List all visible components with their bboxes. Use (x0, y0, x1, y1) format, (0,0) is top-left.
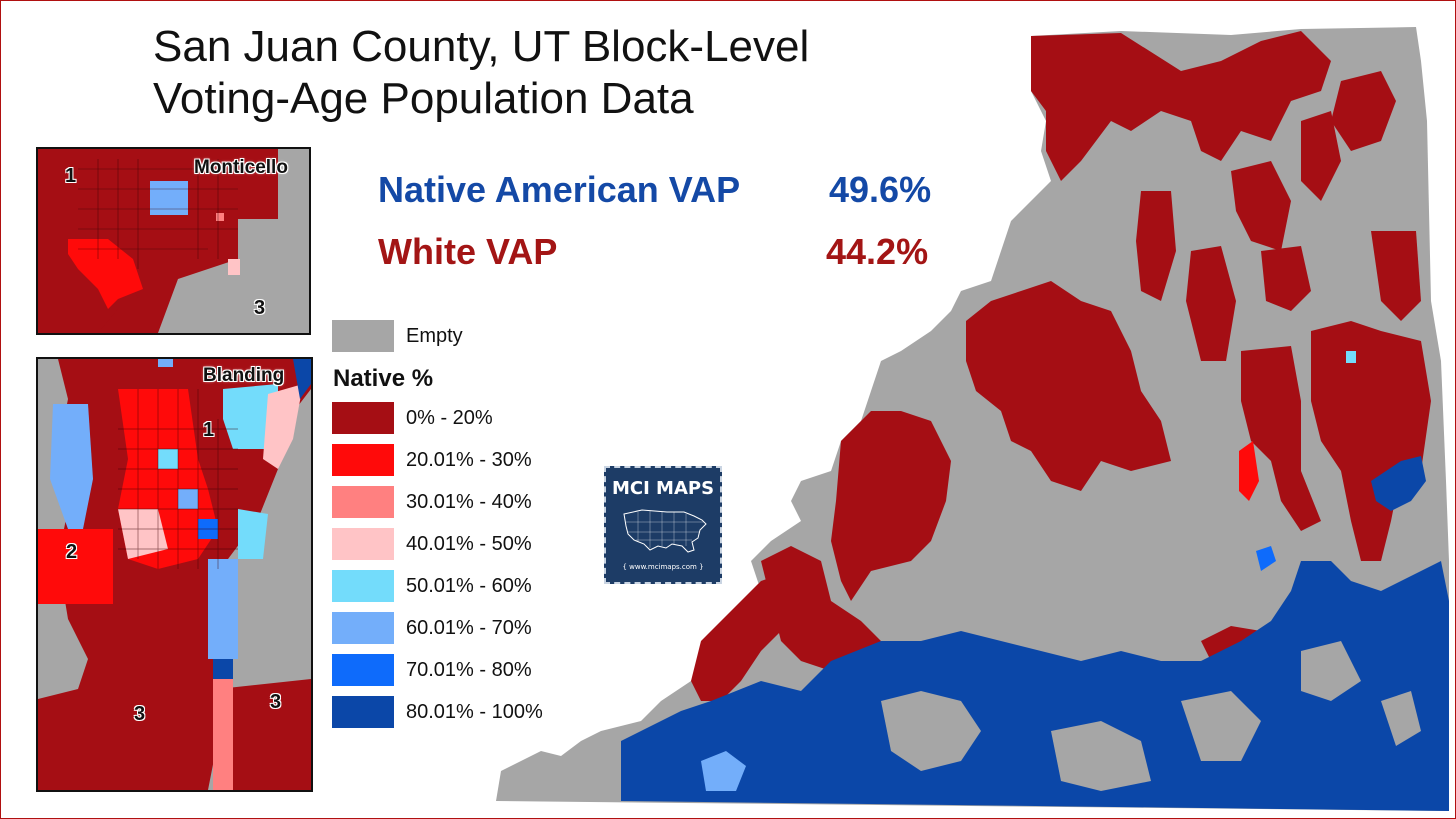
monticello-label: Monticello (194, 157, 288, 178)
blanding-inset-map: Blanding 1 2 3 3 (36, 357, 313, 792)
region-east-red-2 (1371, 231, 1421, 321)
monticello-inset-map: Monticello 1 3 (36, 147, 311, 335)
monticello-map-svg (38, 149, 309, 333)
logo-title: MCI MAPS (611, 478, 715, 499)
region-south-gray-hole-5 (1381, 691, 1421, 746)
region-north-red (1031, 31, 1331, 181)
white-vap-label: White VAP (378, 231, 558, 272)
region-sw-red (831, 411, 951, 601)
legend-label-8: 80.01% - 100% (406, 701, 543, 723)
usa-map-icon (623, 509, 707, 553)
region-east-red (1231, 161, 1291, 251)
mci-maps-logo: MCI MAPS { www.mcimaps.com } (604, 466, 722, 584)
region-northeast-red (1331, 71, 1396, 151)
legend-swatch-8 (332, 696, 394, 728)
blanding-district-3b: 3 (270, 691, 282, 713)
title-line-1: San Juan County, UT Block-Level (153, 22, 810, 71)
region-central-red (966, 281, 1171, 491)
legend-empty-swatch (332, 320, 394, 352)
blanding-district-3a: 3 (134, 703, 146, 725)
region-se-blue (1371, 456, 1426, 511)
region-ne-strip (1301, 111, 1341, 201)
legend-label-5: 50.01% - 60% (406, 575, 532, 597)
legend-swatch-3 (332, 486, 394, 518)
legend-swatch-5 (332, 570, 394, 602)
legend-swatch-4 (332, 528, 394, 560)
region-west-red-2 (761, 546, 881, 671)
legend-empty-row: Empty (332, 320, 582, 354)
white-vap-value: 44.2% (826, 231, 929, 272)
legend-label-4: 40.01% - 50% (406, 533, 532, 555)
region-south-gray-hole-4 (1301, 641, 1361, 701)
region-east-mid (1241, 346, 1321, 531)
legend-label-1: 0% - 20% (406, 407, 493, 429)
legend-swatch-2 (332, 444, 394, 476)
region-mid-red-2 (1186, 246, 1236, 361)
legend-empty-label: Empty (406, 325, 463, 347)
region-blue-speck-2 (1256, 546, 1276, 571)
legend-label-2: 20.01% - 30% (406, 449, 532, 471)
monticello-district-3: 3 (254, 297, 266, 319)
region-south-gray-hole (881, 691, 981, 771)
monticello-district-1: 1 (65, 165, 77, 187)
page-title: San Juan County, UT Block-Level Voting-A… (153, 21, 809, 125)
title-line-2: Voting-Age Population Data (153, 74, 694, 123)
region-sw-light-blue (701, 751, 746, 791)
logo-url: { www.mcimaps.com } (622, 563, 704, 571)
region-east-long (1311, 321, 1431, 561)
blanding-label: Blanding (203, 365, 285, 386)
legend-swatch-1 (332, 402, 394, 434)
region-mid-red (1136, 191, 1176, 301)
blanding-district-1: 1 (203, 419, 215, 441)
native-vap-label: Native American VAP (378, 169, 741, 210)
county-base (496, 27, 1449, 811)
region-mid-red-3 (1261, 246, 1311, 311)
legend-label-7: 70.01% - 80% (406, 659, 532, 681)
region-south-gray-hole-2 (1051, 721, 1151, 791)
region-blue-speck (1346, 351, 1356, 363)
legend-swatch-7 (332, 654, 394, 686)
region-red-hotspot (1239, 441, 1259, 501)
blanding-map-svg (38, 359, 311, 790)
native-vap-value: 49.6% (829, 169, 932, 210)
legend-label-6: 60.01% - 70% (406, 617, 532, 639)
legend-swatch-6 (332, 612, 394, 644)
region-south-gray-hole-3 (1181, 691, 1261, 761)
legend-label-3: 30.01% - 40% (406, 491, 532, 513)
legend-heading: Native % (333, 365, 434, 392)
blanding-district-2: 2 (66, 541, 78, 563)
